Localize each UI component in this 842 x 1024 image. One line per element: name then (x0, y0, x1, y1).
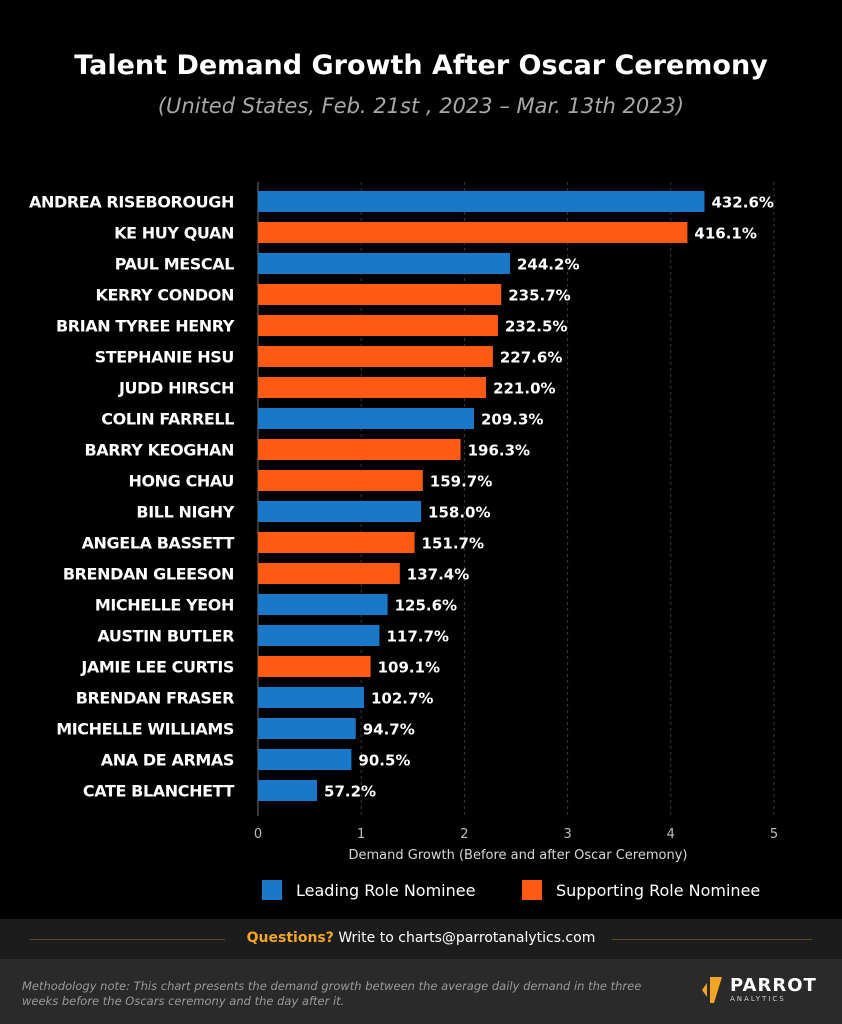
methodology-note: Methodology note: This chart presents th… (22, 979, 642, 1008)
category-label: CATE BLANCHETT (83, 782, 235, 801)
data-label: 151.7% (422, 535, 484, 553)
bar (258, 222, 688, 243)
bottom-band (0, 959, 842, 1024)
legend-item-supporting: Supporting Role Nominee (522, 880, 760, 900)
bar (258, 656, 371, 677)
data-label: 196.3% (468, 442, 530, 460)
category-label: BRIAN TYREE HENRY (56, 317, 235, 336)
chart-title: Talent Demand Growth After Oscar Ceremon… (74, 50, 768, 81)
bar (258, 718, 356, 739)
x-tick-label: 3 (563, 827, 571, 842)
category-label: ANDREA RISEBOROUGH (29, 193, 234, 212)
x-tick-label: 1 (357, 827, 365, 842)
data-label: 102.7% (371, 690, 433, 708)
parrot-logo-icon (702, 977, 722, 1003)
bar (258, 191, 705, 212)
x-tick-label: 4 (667, 827, 675, 842)
bar-chart: 0 1 2 3 4 5 ANDREA RISEBOROUGH 432.6% KE HUY QUA… (29, 182, 778, 842)
bar (258, 501, 422, 522)
data-label: 117.7% (386, 628, 448, 646)
data-label: 227.6% (500, 349, 562, 367)
bar (258, 346, 493, 367)
category-label: BARRY KEOGHAN (84, 441, 234, 460)
legend-item-leading: Leading Role Nominee (262, 880, 475, 900)
bar (258, 284, 502, 305)
footer-divider-right (612, 939, 812, 940)
bar (258, 315, 498, 336)
category-label: MICHELLE YEOH (95, 596, 234, 615)
category-label: MICHELLE WILLIAMS (56, 720, 234, 739)
questions-label: Questions? (246, 930, 334, 946)
data-label: 232.5% (505, 318, 567, 336)
category-label: JUDD HIRSCH (118, 379, 234, 398)
category-label: JAMIE LEE CURTIS (80, 658, 234, 677)
footer-contact: Questions? Write to charts@parrotanalyti… (0, 930, 842, 946)
category-label: ANA DE ARMAS (101, 751, 234, 770)
category-label: BRENDAN GLEESON (63, 565, 234, 584)
data-label: 57.2% (324, 783, 376, 801)
logo-subtext: ANALYTICS (730, 994, 786, 1003)
bar (258, 625, 380, 646)
x-tick-label: 2 (460, 827, 468, 842)
category-label: STEPHANIE HSU (95, 348, 234, 367)
category-label: KE HUY QUAN (114, 224, 234, 243)
legend-label-supporting: Supporting Role Nominee (556, 880, 761, 900)
legend-label-leading: Leading Role Nominee (296, 880, 476, 900)
data-label: 90.5% (358, 752, 410, 770)
data-label: 137.4% (407, 566, 469, 584)
data-label: 221.0% (493, 380, 555, 398)
category-label: KERRY CONDON (96, 286, 234, 305)
data-label: 158.0% (428, 504, 490, 522)
footer-divider-left (30, 939, 225, 940)
bar (258, 780, 318, 801)
category-label: PAUL MESCAL (115, 255, 234, 274)
parrot-logo: PARROT ANALYTICS (700, 975, 817, 1005)
bar (258, 377, 487, 398)
bar (258, 687, 364, 708)
contact-email-text[interactable]: Write to charts@parrotanalytics.com (333, 930, 596, 946)
category-label: ANGELA BASSETT (82, 534, 235, 553)
bar (258, 439, 461, 460)
bar (258, 408, 474, 429)
data-label: 109.1% (378, 659, 440, 677)
logo-name: PARROT (730, 974, 817, 996)
bar (258, 470, 423, 491)
bar (258, 749, 352, 770)
data-label: 94.7% (363, 721, 415, 739)
data-label: 125.6% (395, 597, 457, 615)
category-label: BRENDAN FRASER (76, 689, 234, 708)
data-label: 235.7% (508, 287, 570, 305)
data-label: 416.1% (694, 225, 756, 243)
legend-swatch-supporting (522, 880, 542, 900)
bar (258, 253, 511, 274)
bar (258, 594, 388, 615)
x-axis-label: Demand Growth (Before and after Oscar Ce… (348, 848, 688, 863)
data-label: 159.7% (430, 473, 492, 491)
category-label: BILL NIGHY (136, 503, 234, 522)
category-label: AUSTIN BUTLER (97, 627, 234, 646)
data-label: 432.6% (711, 194, 773, 212)
bar (258, 563, 400, 584)
category-label: COLIN FARRELL (101, 410, 234, 429)
chart-subtitle: (United States, Feb. 21st , 2023 – Mar. … (157, 94, 685, 118)
bar (258, 532, 415, 553)
x-tick-label: 0 (254, 827, 262, 842)
legend-swatch-leading (262, 880, 282, 900)
data-label: 244.2% (517, 256, 579, 274)
data-label: 209.3% (481, 411, 543, 429)
category-label: HONG CHAU (128, 472, 234, 491)
x-tick-label: 5 (770, 827, 778, 842)
